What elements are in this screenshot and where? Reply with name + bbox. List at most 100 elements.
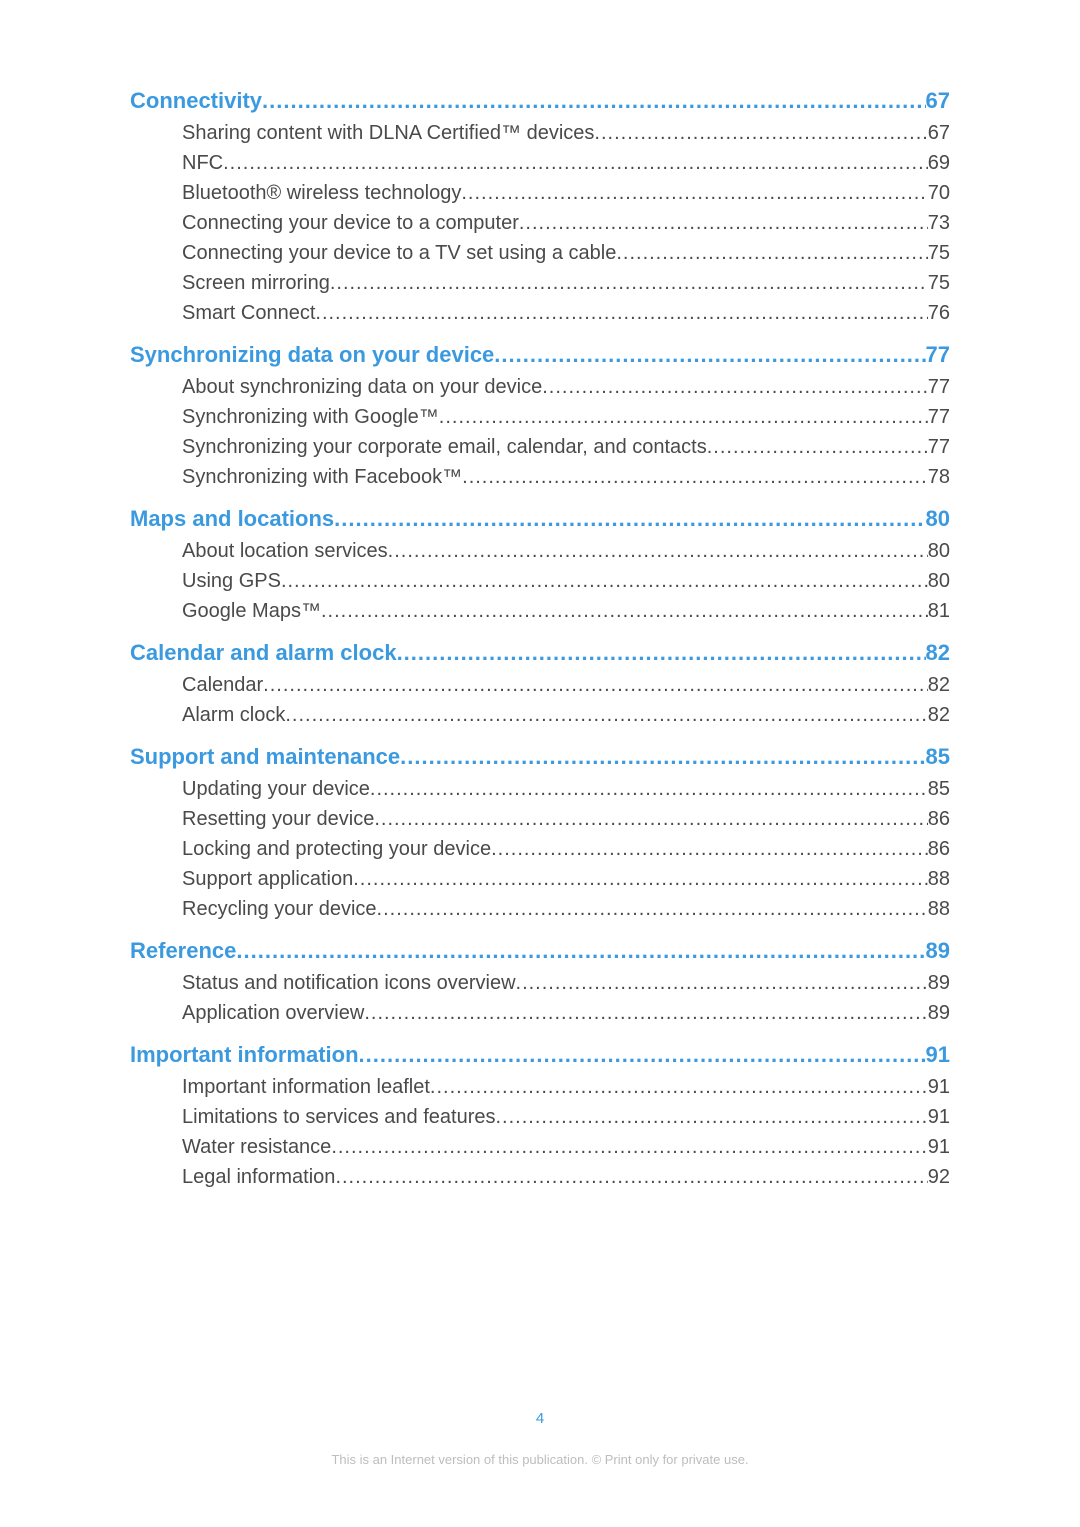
toc-leader-dots: ........................................… [400, 740, 925, 774]
toc-entry-page: 67 [928, 118, 950, 148]
toc-entry-row[interactable]: Sharing content with DLNA Certified™ dev… [130, 118, 950, 148]
toc-leader-dots: ........................................… [397, 636, 926, 670]
toc-leader-dots: ........................................… [616, 238, 927, 268]
toc-entry-title: Important information leaflet [182, 1072, 430, 1102]
toc-entry-row[interactable]: Screen mirroring........................… [130, 268, 950, 298]
toc-entry-page: 88 [928, 894, 950, 924]
toc-group: Important information...................… [130, 1038, 950, 1192]
toc-section-title: Important information [130, 1038, 359, 1072]
toc-group: Connectivity............................… [130, 84, 950, 328]
toc-entry-title: Limitations to services and features [182, 1102, 496, 1132]
toc-leader-dots: ........................................… [370, 774, 928, 804]
toc-entry-title: Recycling your device [182, 894, 377, 924]
toc-entry-row[interactable]: Bluetooth® wireless technology..........… [130, 178, 950, 208]
toc-entry-row[interactable]: Application overview....................… [130, 998, 950, 1028]
toc-leader-dots: ........................................… [374, 804, 927, 834]
toc-entry-title: Connecting your device to a computer [182, 208, 519, 238]
toc-entry-page: 70 [928, 178, 950, 208]
toc-entry-row[interactable]: Updating your device....................… [130, 774, 950, 804]
toc-leader-dots: ........................................… [462, 462, 928, 492]
toc-entry-row[interactable]: Smart Connect...........................… [130, 298, 950, 328]
toc-entry-page: 85 [928, 774, 950, 804]
toc-entry-row[interactable]: Synchronizing with Google™..............… [130, 402, 950, 432]
toc-entry-page: 81 [928, 596, 950, 626]
toc-entry-title: Support application [182, 864, 353, 894]
toc-entry-title: Alarm clock [182, 700, 285, 730]
toc-section-page: 89 [926, 934, 950, 968]
toc-leader-dots: ........................................… [262, 84, 925, 118]
toc-entry-title: Calendar [182, 670, 263, 700]
toc-entry-row[interactable]: Synchronizing with Facebook™............… [130, 462, 950, 492]
toc-leader-dots: ........................................… [519, 208, 928, 238]
toc-leader-dots: ........................................… [353, 864, 928, 894]
toc-section-row[interactable]: Synchronizing data on your device.......… [130, 338, 950, 372]
toc-group: Reference...............................… [130, 934, 950, 1028]
toc-entry-row[interactable]: Limitations to services and features....… [130, 1102, 950, 1132]
toc-entry-title: Resetting your device [182, 804, 374, 834]
toc-entry-row[interactable]: Important information leaflet...........… [130, 1072, 950, 1102]
toc-entry-row[interactable]: Using GPS...............................… [130, 566, 950, 596]
toc-entry-row[interactable]: Recycling your device...................… [130, 894, 950, 924]
toc-section-page: 82 [926, 636, 950, 670]
toc-entry-title: Bluetooth® wireless technology [182, 178, 461, 208]
toc-entry-page: 86 [928, 804, 950, 834]
toc-leader-dots: ........................................… [496, 1102, 928, 1132]
toc-section-row[interactable]: Connectivity............................… [130, 84, 950, 118]
toc-section-page: 77 [926, 338, 950, 372]
toc-section-row[interactable]: Maps and locations......................… [130, 502, 950, 536]
toc-leader-dots: ........................................… [494, 338, 925, 372]
toc-entry-row[interactable]: Status and notification icons overview..… [130, 968, 950, 998]
toc-section-title: Support and maintenance [130, 740, 400, 774]
toc-entry-row[interactable]: Calendar................................… [130, 670, 950, 700]
toc-entry-title: NFC [182, 148, 223, 178]
toc-section-title: Reference [130, 934, 236, 968]
toc-entry-row[interactable]: Resetting your device...................… [130, 804, 950, 834]
toc-entry-title: Connecting your device to a TV set using… [182, 238, 616, 268]
toc-entry-row[interactable]: About synchronizing data on your device.… [130, 372, 950, 402]
toc-section-row[interactable]: Reference...............................… [130, 934, 950, 968]
toc-entry-page: 75 [928, 238, 950, 268]
toc-entry-row[interactable]: Support application.....................… [130, 864, 950, 894]
toc-leader-dots: ........................................… [236, 934, 925, 968]
toc-leader-dots: ........................................… [430, 1072, 928, 1102]
toc-entry-row[interactable]: Water resistance........................… [130, 1132, 950, 1162]
toc-entry-row[interactable]: Synchronizing your corporate email, cale… [130, 432, 950, 462]
toc-section-page: 80 [926, 502, 950, 536]
toc-entry-title: Locking and protecting your device [182, 834, 491, 864]
toc-section-row[interactable]: Important information...................… [130, 1038, 950, 1072]
toc-entry-page: 92 [928, 1162, 950, 1192]
toc-entry-page: 82 [928, 700, 950, 730]
toc-entry-row[interactable]: Alarm clock.............................… [130, 700, 950, 730]
toc-leader-dots: ........................................… [439, 402, 928, 432]
toc-entry-title: Screen mirroring [182, 268, 330, 298]
toc-entry-row[interactable]: NFC.....................................… [130, 148, 950, 178]
toc-section-row[interactable]: Support and maintenance.................… [130, 740, 950, 774]
toc-entry-title: About synchronizing data on your device [182, 372, 542, 402]
toc-leader-dots: ........................................… [461, 178, 927, 208]
toc-entry-row[interactable]: Google Maps™............................… [130, 596, 950, 626]
toc-entry-page: 80 [928, 536, 950, 566]
toc-entry-page: 89 [928, 968, 950, 998]
toc-section-title: Calendar and alarm clock [130, 636, 397, 670]
table-of-contents: Connectivity............................… [130, 84, 950, 1192]
toc-entry-page: 69 [928, 148, 950, 178]
toc-entry-page: 89 [928, 998, 950, 1028]
toc-entry-row[interactable]: About location services.................… [130, 536, 950, 566]
toc-leader-dots: ........................................… [335, 1162, 927, 1192]
toc-group: Calendar and alarm clock................… [130, 636, 950, 730]
toc-entry-row[interactable]: Connecting your device to a TV set using… [130, 238, 950, 268]
toc-entry-title: Google Maps™ [182, 596, 321, 626]
toc-leader-dots: ........................................… [542, 372, 928, 402]
toc-leader-dots: ........................................… [377, 894, 928, 924]
toc-entry-title: Legal information [182, 1162, 335, 1192]
toc-entry-title: Water resistance [182, 1132, 331, 1162]
toc-section-title: Synchronizing data on your device [130, 338, 494, 372]
toc-leader-dots: ........................................… [321, 596, 928, 626]
toc-entry-row[interactable]: Locking and protecting your device......… [130, 834, 950, 864]
toc-entry-title: Updating your device [182, 774, 370, 804]
toc-leader-dots: ........................................… [516, 968, 928, 998]
toc-entry-title: Using GPS [182, 566, 281, 596]
toc-entry-row[interactable]: Legal information.......................… [130, 1162, 950, 1192]
toc-entry-row[interactable]: Connecting your device to a computer....… [130, 208, 950, 238]
toc-section-row[interactable]: Calendar and alarm clock................… [130, 636, 950, 670]
